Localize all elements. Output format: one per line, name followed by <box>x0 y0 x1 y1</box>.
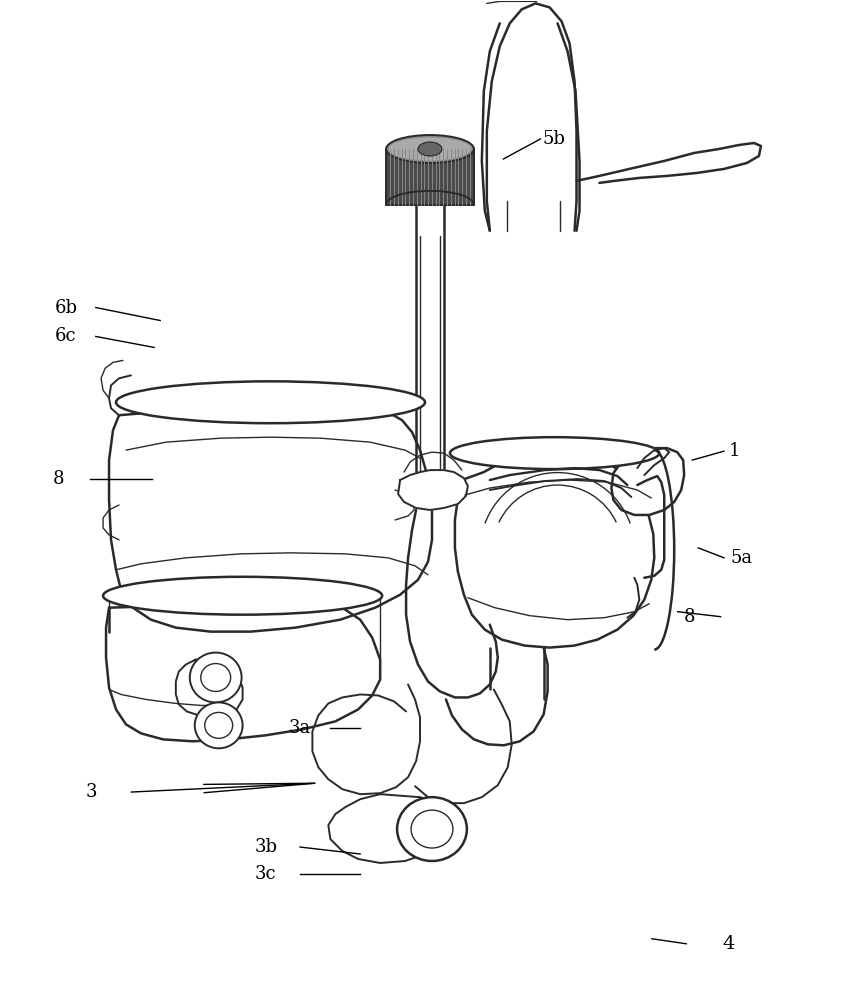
Ellipse shape <box>189 653 242 702</box>
Text: 6c: 6c <box>54 327 77 345</box>
Text: 8: 8 <box>53 470 65 488</box>
Ellipse shape <box>397 797 467 861</box>
Text: 1: 1 <box>729 442 740 460</box>
Ellipse shape <box>388 137 472 161</box>
Text: 3b: 3b <box>255 838 277 856</box>
Polygon shape <box>109 402 432 632</box>
Text: 6b: 6b <box>54 299 77 317</box>
Ellipse shape <box>450 437 660 469</box>
Polygon shape <box>486 3 577 231</box>
Polygon shape <box>611 448 684 515</box>
Ellipse shape <box>116 381 425 423</box>
Polygon shape <box>106 594 381 741</box>
Text: 8: 8 <box>684 608 695 626</box>
Polygon shape <box>328 794 452 863</box>
Polygon shape <box>577 143 761 183</box>
Polygon shape <box>455 453 654 648</box>
Bar <box>386 149 474 205</box>
Ellipse shape <box>386 135 474 163</box>
Text: 3a: 3a <box>289 719 311 737</box>
Ellipse shape <box>195 702 243 748</box>
Text: 5b: 5b <box>542 130 565 148</box>
Polygon shape <box>398 470 468 510</box>
Polygon shape <box>313 684 420 794</box>
Ellipse shape <box>103 577 382 615</box>
Text: 3: 3 <box>85 783 97 801</box>
Ellipse shape <box>418 142 442 156</box>
Text: 4: 4 <box>722 935 734 953</box>
Polygon shape <box>176 660 243 717</box>
Text: 3c: 3c <box>255 865 276 883</box>
Text: 5a: 5a <box>731 549 753 567</box>
